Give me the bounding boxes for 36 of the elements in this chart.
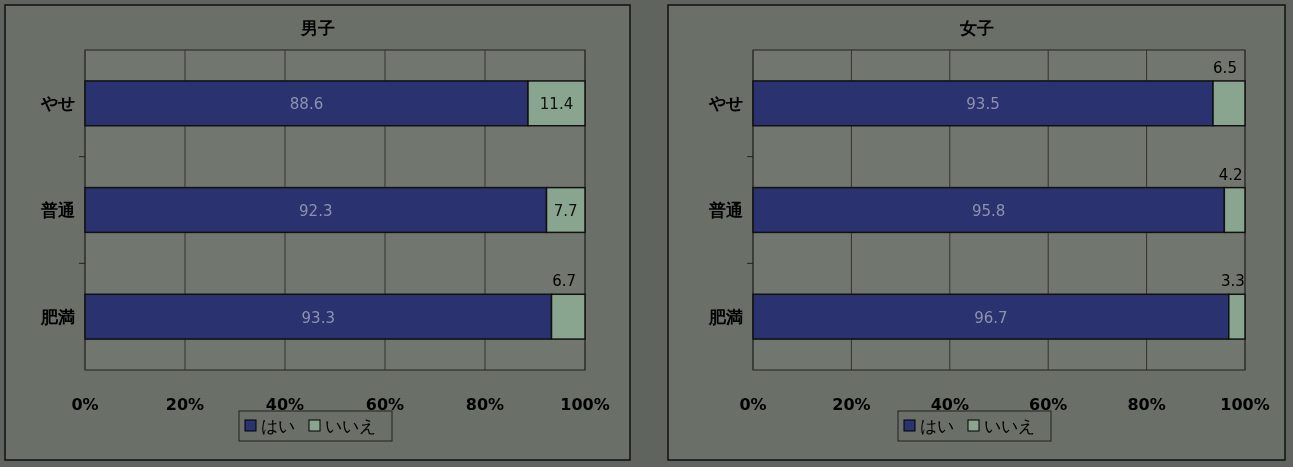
data-label: 93.3 (301, 308, 335, 327)
chart-title: 女子 (958, 18, 994, 38)
x-tick-label: 40% (265, 395, 305, 414)
x-tick-label: 60% (1029, 395, 1068, 414)
chart-title: 男子 (299, 18, 335, 38)
x-tick-label: 20% (165, 395, 205, 414)
x-tick-label: 60% (365, 395, 405, 414)
legend-label: いいえ (325, 416, 376, 436)
x-tick-label: 0% (739, 395, 767, 414)
y-tick-label: 普通 (708, 200, 743, 220)
x-tick-label: 20% (832, 395, 871, 414)
legend-label: いいえ (984, 416, 1035, 436)
data-label: 6.5 (1213, 58, 1237, 77)
data-label: 3.3 (1220, 272, 1245, 291)
data-label: 96.7 (974, 308, 1008, 327)
x-tick-label: 0% (71, 395, 99, 414)
data-label: 92.3 (299, 202, 333, 220)
legend-label: はい (261, 416, 295, 436)
data-label: 4.2 (1218, 165, 1243, 184)
legend-label: はい (920, 416, 954, 436)
data-label: 88.6 (289, 95, 324, 114)
data-label: 6.7 (552, 272, 577, 291)
y-tick-label: やせ (40, 93, 75, 114)
y-tick-label: 普通 (40, 200, 75, 220)
x-tick-label: 40% (930, 395, 969, 414)
x-tick-label: 80% (465, 395, 505, 414)
x-tick-label: 100% (1220, 395, 1270, 414)
data-label: 93.5 (966, 95, 1000, 114)
data-label: 95.8 (971, 202, 1006, 220)
y-tick-label: 肥満 (40, 306, 75, 327)
x-tick-label: 80% (1127, 395, 1166, 414)
data-label: 11.4 (539, 95, 574, 114)
data-label: 7.7 (553, 202, 578, 220)
y-tick-label: 肥満 (708, 306, 743, 327)
y-tick-label: やせ (708, 93, 743, 114)
x-tick-label: 100% (560, 395, 610, 414)
